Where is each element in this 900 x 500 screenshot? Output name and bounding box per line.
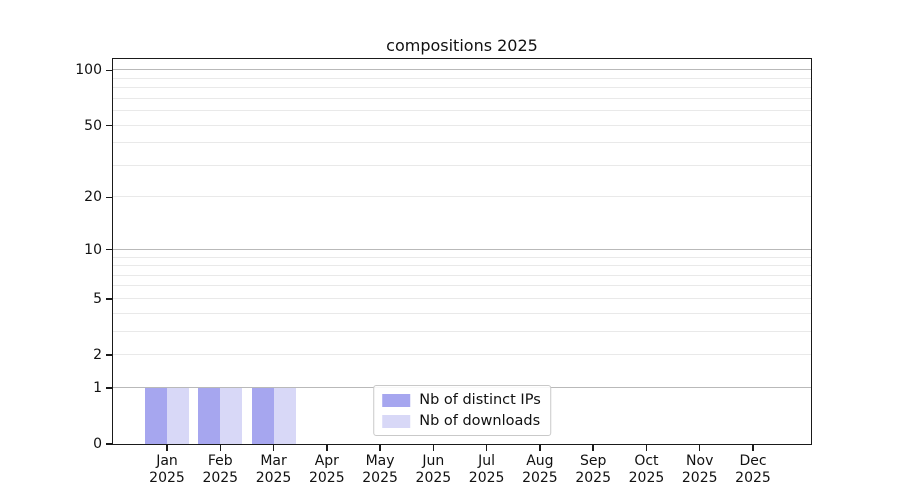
gridline-minor-8 [113, 265, 811, 267]
y-tick-label-100: 100 [75, 62, 102, 79]
plot-area: Nb of distinct IPs Nb of downloads [112, 58, 812, 445]
x-tick-label-aug: Aug 2025 [522, 453, 558, 486]
x-tick-label-jan: Jan 2025 [149, 453, 185, 486]
y-tick-50 [106, 124, 113, 127]
legend: Nb of distinct IPs Nb of downloads [373, 385, 551, 436]
x-tick-aug [539, 444, 541, 451]
gridline-minor-30 [113, 164, 811, 166]
x-tick-mar [272, 444, 275, 451]
gridline-minor-90 [113, 77, 811, 79]
legend-item-distinct-ips: Nb of distinct IPs [382, 392, 541, 408]
bar-nb-of-downloads-feb [220, 387, 243, 444]
y-tick-0 [106, 443, 113, 445]
x-tick-label-may: May 2025 [362, 453, 398, 486]
x-tick-apr [326, 444, 328, 451]
x-tick-jun [432, 444, 435, 451]
y-tick-20 [106, 196, 113, 199]
y-tick-5 [106, 298, 113, 300]
y-tick-1 [106, 387, 113, 389]
x-tick-label-jul: Jul 2025 [468, 453, 505, 486]
gridline-minor-40 [113, 142, 811, 144]
x-tick-may [379, 444, 381, 451]
y-tick-label-2: 2 [93, 347, 102, 364]
bar-nb-of-downloads-jan [167, 387, 189, 444]
gridline-minor-20 [113, 196, 811, 198]
legend-swatch-downloads [382, 414, 411, 428]
x-tick-label-nov: Nov 2025 [681, 453, 718, 486]
gridline-minor-70 [113, 97, 811, 99]
x-tick-feb [219, 444, 221, 451]
gridline-minor-5 [113, 297, 811, 299]
legend-label-distinct-ips: Nb of distinct IPs [419, 392, 541, 408]
x-tick-sep [592, 444, 594, 451]
gridline-minor-2 [113, 354, 811, 356]
y-tick-100 [106, 69, 113, 71]
gridline-minor-80 [113, 87, 811, 89]
y-tick-label-1: 1 [93, 379, 102, 396]
x-tick-label-oct: Oct 2025 [628, 453, 665, 486]
gridline-minor-6 [113, 285, 811, 287]
legend-swatch-distinct-ips [382, 393, 411, 407]
bar-nb-of-distinct-ips-feb [198, 387, 221, 444]
y-tick-label-5: 5 [93, 290, 102, 307]
x-tick-jul [485, 444, 488, 451]
gridline-major-10 [113, 248, 811, 250]
x-tick-oct [645, 444, 648, 451]
gridline-major-100 [113, 69, 811, 71]
bar-nb-of-distinct-ips-mar [251, 387, 274, 444]
y-tick-label-20: 20 [84, 189, 102, 206]
y-tick-10 [106, 249, 113, 251]
x-tick-label-mar: Mar 2025 [255, 453, 292, 486]
y-tick-label-10: 10 [84, 241, 102, 258]
x-tick-jan [166, 444, 168, 451]
x-tick-label-dec: Dec 2025 [735, 453, 771, 486]
gridline-minor-7 [113, 274, 811, 276]
x-tick-label-jun: Jun 2025 [415, 453, 452, 486]
x-tick-label-feb: Feb 2025 [202, 453, 239, 486]
x-tick-nov [699, 444, 701, 451]
legend-label-downloads: Nb of downloads [419, 413, 541, 429]
y-tick-2 [106, 354, 113, 356]
y-tick-label-50: 50 [84, 117, 102, 134]
bar-nb-of-downloads-mar [273, 387, 296, 444]
x-tick-label-sep: Sep 2025 [575, 453, 611, 486]
chart-title: compositions 2025 [386, 36, 538, 55]
gridline-minor-9 [113, 256, 811, 258]
y-tick-label-0: 0 [93, 436, 102, 452]
x-tick-dec [752, 444, 754, 451]
gridline-minor-4 [113, 312, 811, 314]
bar-nb-of-distinct-ips-jan [145, 387, 167, 444]
gridline-minor-50 [113, 124, 811, 126]
gridline-minor-60 [113, 110, 811, 112]
legend-item-downloads: Nb of downloads [382, 413, 541, 429]
gridline-minor-3 [113, 330, 811, 332]
x-tick-label-apr: Apr 2025 [308, 453, 345, 486]
